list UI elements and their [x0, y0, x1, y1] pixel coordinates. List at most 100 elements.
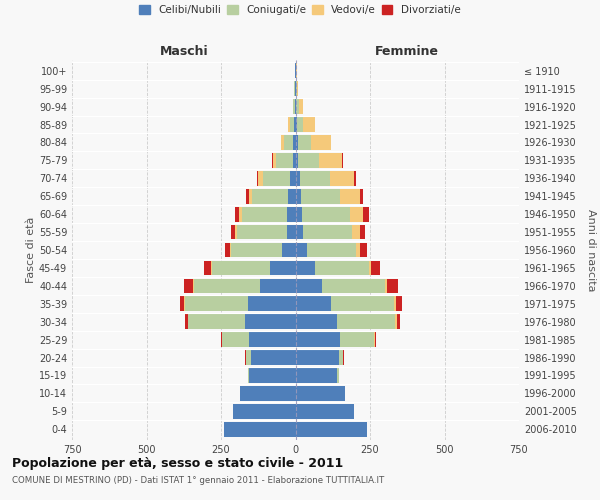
Bar: [287, 224, 296, 240]
Bar: [247, 189, 249, 204]
Bar: [331, 296, 394, 311]
Bar: [299, 100, 303, 114]
Bar: [297, 117, 303, 132]
Bar: [296, 100, 299, 114]
Bar: [258, 171, 263, 186]
Bar: [239, 207, 242, 222]
Bar: [296, 153, 298, 168]
Bar: [296, 224, 303, 240]
Bar: [297, 82, 298, 96]
Bar: [302, 207, 350, 222]
Bar: [290, 171, 296, 186]
Bar: [282, 242, 296, 258]
Bar: [296, 368, 337, 383]
Bar: [223, 332, 250, 347]
Bar: [359, 224, 365, 240]
Bar: [225, 242, 230, 258]
Bar: [293, 135, 296, 150]
Bar: [252, 189, 288, 204]
Bar: [245, 314, 296, 329]
Bar: [249, 189, 252, 204]
Bar: [296, 350, 339, 365]
Bar: [295, 117, 296, 132]
Bar: [281, 135, 284, 150]
Bar: [368, 260, 371, 276]
Bar: [224, 422, 296, 436]
Bar: [296, 260, 315, 276]
Bar: [375, 332, 376, 347]
Bar: [395, 314, 397, 329]
Bar: [296, 404, 353, 418]
Bar: [315, 260, 368, 276]
Bar: [184, 296, 185, 311]
Text: Popolazione per età, sesso e stato civile - 2011: Popolazione per età, sesso e stato civil…: [12, 458, 343, 470]
Bar: [339, 350, 343, 365]
Bar: [371, 260, 380, 276]
Bar: [276, 153, 293, 168]
Bar: [307, 242, 356, 258]
Bar: [303, 117, 315, 132]
Bar: [330, 171, 353, 186]
Bar: [290, 117, 295, 132]
Bar: [284, 135, 293, 150]
Bar: [221, 332, 222, 347]
Bar: [296, 135, 298, 150]
Bar: [385, 278, 387, 293]
Bar: [296, 242, 307, 258]
Bar: [235, 224, 238, 240]
Bar: [242, 207, 287, 222]
Bar: [233, 404, 296, 418]
Bar: [293, 100, 295, 114]
Bar: [296, 117, 297, 132]
Bar: [298, 153, 319, 168]
Bar: [296, 207, 302, 222]
Legend: Celibi/Nubili, Coniugati/e, Vedovi/e, Divorziati/e: Celibi/Nubili, Coniugati/e, Vedovi/e, Di…: [139, 5, 461, 15]
Bar: [230, 242, 232, 258]
Bar: [188, 314, 245, 329]
Bar: [212, 260, 270, 276]
Bar: [295, 100, 296, 114]
Text: Femmine: Femmine: [375, 45, 439, 58]
Bar: [263, 171, 290, 186]
Bar: [337, 368, 339, 383]
Bar: [185, 296, 248, 311]
Bar: [235, 207, 239, 222]
Bar: [185, 314, 188, 329]
Bar: [250, 332, 296, 347]
Bar: [387, 278, 398, 293]
Bar: [241, 386, 296, 400]
Bar: [296, 296, 331, 311]
Bar: [361, 242, 367, 258]
Bar: [395, 296, 401, 311]
Bar: [301, 189, 340, 204]
Bar: [194, 278, 260, 293]
Bar: [356, 242, 361, 258]
Bar: [322, 278, 385, 293]
Bar: [257, 171, 258, 186]
Bar: [296, 386, 344, 400]
Bar: [296, 171, 300, 186]
Bar: [289, 117, 290, 132]
Bar: [298, 135, 311, 150]
Bar: [353, 171, 356, 186]
Bar: [230, 224, 235, 240]
Bar: [394, 296, 395, 311]
Bar: [296, 422, 367, 436]
Bar: [293, 153, 296, 168]
Bar: [204, 260, 211, 276]
Y-axis label: Fasce di età: Fasce di età: [26, 217, 36, 283]
Bar: [303, 224, 352, 240]
Y-axis label: Anni di nascita: Anni di nascita: [586, 209, 596, 291]
Text: Maschi: Maschi: [160, 45, 208, 58]
Bar: [251, 350, 296, 365]
Bar: [272, 153, 276, 168]
Bar: [397, 314, 400, 329]
Bar: [340, 189, 361, 204]
Bar: [296, 314, 337, 329]
Bar: [184, 278, 193, 293]
Bar: [341, 153, 343, 168]
Bar: [296, 82, 297, 96]
Bar: [363, 207, 368, 222]
Bar: [247, 350, 251, 365]
Text: COMUNE DI MESTRINO (PD) - Dati ISTAT 1° gennaio 2011 - Elaborazione TUTTITALIA.I: COMUNE DI MESTRINO (PD) - Dati ISTAT 1° …: [12, 476, 384, 485]
